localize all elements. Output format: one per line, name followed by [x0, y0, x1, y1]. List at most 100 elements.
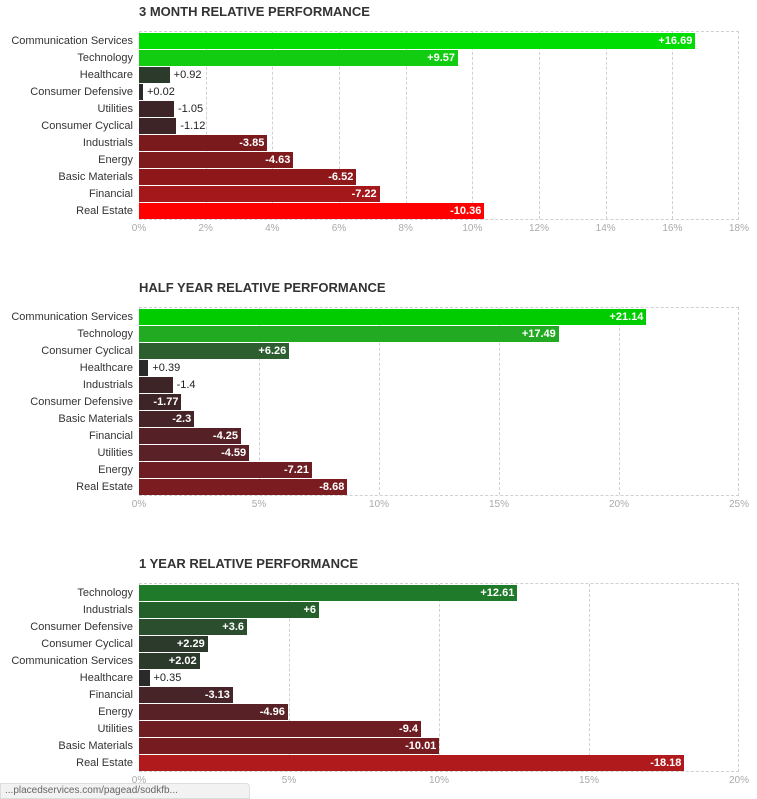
bar-value-label: +2.02 — [168, 655, 197, 667]
bar-value-label: +17.49 — [521, 328, 556, 340]
x-tick-label: 14% — [595, 223, 616, 234]
bar[interactable] — [139, 619, 247, 635]
category-label: Basic Materials — [58, 740, 133, 752]
category-label: Financial — [88, 188, 133, 200]
bar[interactable] — [139, 377, 173, 393]
bar[interactable] — [139, 101, 174, 117]
bar-value-label: -9.4 — [399, 723, 418, 735]
x-tick-label: 15% — [488, 499, 510, 510]
bar[interactable] — [139, 670, 150, 686]
x-tick-label: 20% — [608, 499, 630, 510]
category-label: Basic Materials — [58, 413, 133, 425]
bar[interactable] — [139, 33, 696, 49]
bar-value-label: +12.61 — [480, 587, 515, 599]
bar-value-label: -10.01 — [405, 740, 437, 752]
chart-title: HALF YEAR RELATIVE PERFORMANCE — [139, 280, 386, 295]
bar-value-label: -1.05 — [178, 103, 204, 115]
category-label: Communication Services — [11, 35, 133, 47]
bar-value-label: +3.6 — [222, 621, 244, 633]
bar[interactable] — [139, 152, 294, 168]
grid-line — [589, 584, 590, 771]
bar-value-label: -4.25 — [212, 430, 238, 442]
bar-value-label: -2.3 — [172, 413, 192, 425]
bar[interactable] — [139, 445, 250, 461]
category-label: Healthcare — [79, 69, 133, 81]
bar[interactable] — [139, 602, 319, 618]
bar[interactable] — [139, 169, 357, 185]
bar[interactable] — [139, 326, 559, 342]
category-label: Consumer Cyclical — [41, 345, 133, 357]
x-tick-label: 12% — [528, 223, 550, 234]
bar[interactable] — [139, 84, 143, 100]
chart-title: 3 MONTH RELATIVE PERFORMANCE — [139, 4, 370, 19]
x-tick-label: 4% — [265, 223, 280, 234]
bar[interactable] — [139, 687, 233, 703]
bar[interactable] — [139, 411, 195, 427]
bar[interactable] — [139, 203, 485, 219]
bar[interactable] — [139, 755, 685, 771]
bar[interactable] — [139, 118, 177, 134]
grid-line — [259, 308, 260, 495]
bar[interactable] — [139, 343, 290, 359]
bar[interactable] — [139, 186, 380, 202]
x-tick-label: 10% — [428, 775, 450, 786]
bar-value-label: -1.12 — [180, 120, 206, 132]
bar-value-label: +6 — [303, 604, 316, 616]
category-label: Consumer Defensive — [30, 86, 133, 98]
category-label: Real Estate — [76, 481, 133, 493]
bar-value-label: -18.18 — [650, 757, 682, 769]
bar-value-label: -3.13 — [204, 689, 230, 701]
bar-value-label: -8.68 — [319, 481, 345, 493]
grid-line — [619, 308, 620, 495]
category-label: Consumer Defensive — [30, 396, 133, 408]
bar[interactable] — [139, 394, 182, 410]
bar[interactable] — [139, 585, 518, 601]
bar[interactable] — [139, 135, 268, 151]
x-tick-label: 5% — [281, 775, 297, 786]
category-label: Financial — [88, 689, 133, 701]
grid-line — [539, 32, 540, 219]
bar[interactable] — [139, 309, 647, 325]
x-tick-label: 5% — [251, 499, 267, 510]
category-label: Energy — [98, 464, 133, 476]
category-label: Industrials — [82, 604, 133, 616]
bar[interactable] — [139, 67, 170, 83]
category-label: Healthcare — [79, 672, 133, 684]
bar-value-label: +16.69 — [658, 35, 693, 47]
bar[interactable] — [139, 653, 200, 669]
bar[interactable] — [139, 479, 348, 495]
bar-value-label: -7.21 — [283, 464, 310, 476]
chart-title: 1 YEAR RELATIVE PERFORMANCE — [139, 556, 359, 571]
bar-value-label: -10.36 — [450, 205, 482, 217]
plot-area — [139, 31, 739, 220]
bar[interactable] — [139, 462, 313, 478]
bar[interactable] — [139, 636, 208, 652]
bar-value-label: -3.85 — [239, 137, 265, 149]
bar[interactable] — [139, 360, 149, 376]
x-tick-label: 0% — [131, 223, 147, 234]
grid-line — [605, 32, 607, 219]
grid-line — [289, 584, 290, 771]
grid-line — [405, 32, 407, 219]
bar[interactable] — [139, 428, 241, 444]
bar[interactable] — [139, 704, 288, 720]
category-label: Industrials — [82, 137, 133, 149]
bar[interactable] — [139, 50, 458, 66]
grid-line — [672, 32, 674, 219]
category-label: Utilities — [97, 723, 133, 735]
x-tick-label: 15% — [578, 775, 600, 786]
grid-line — [499, 308, 500, 495]
performance-chart-1: HALF YEAR RELATIVE PERFORMANCE 0% 5% 10% 15%… — [0, 276, 757, 516]
category-label: Technology — [77, 52, 133, 64]
x-tick-label: 6% — [331, 223, 347, 234]
x-tick-label: 2% — [198, 223, 213, 234]
category-label: Basic Materials — [58, 171, 133, 183]
category-label: Communication Services — [11, 655, 133, 667]
performance-chart-2: 1 YEAR RELATIVE PERFORMANCE 0% 5% 10% 15% 20%… — [0, 552, 757, 792]
category-label: Energy — [98, 706, 133, 718]
bar[interactable] — [139, 721, 421, 737]
bar-value-label: +9.57 — [427, 52, 455, 64]
category-label: Real Estate — [76, 205, 133, 217]
category-label: Financial — [88, 430, 133, 442]
bar[interactable] — [139, 738, 440, 754]
